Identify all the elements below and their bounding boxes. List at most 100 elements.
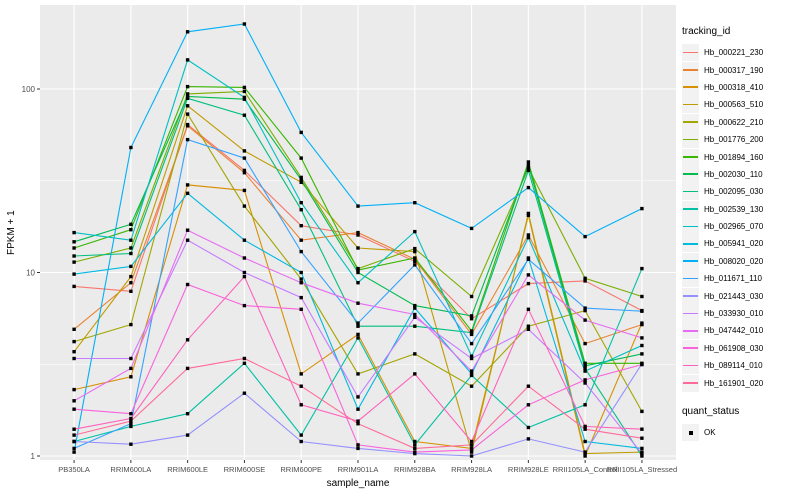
legend-title-tracking-id: tracking_id xyxy=(682,26,731,37)
data-point xyxy=(72,433,76,437)
data-point xyxy=(526,257,531,261)
data-point xyxy=(640,206,644,211)
data-point xyxy=(129,145,133,150)
legend-line-icon xyxy=(683,156,698,158)
legend-item-Hb_000317_190: Hb_000317_190 xyxy=(682,61,798,79)
legend-key-swatch xyxy=(682,131,699,149)
legend-item-Hb_161901_020: Hb_161901_020 xyxy=(682,374,798,392)
legend-key-swatch xyxy=(682,165,699,183)
data-point xyxy=(640,352,644,356)
legend-key-swatch xyxy=(682,305,699,323)
data-point xyxy=(72,439,76,444)
legend-key-swatch xyxy=(682,96,699,114)
data-point xyxy=(129,222,133,226)
data-point xyxy=(242,204,247,208)
legend-item-Hb_002095_030: Hb_002095_030 xyxy=(682,183,798,201)
legend-label: OK xyxy=(704,428,716,437)
x-tick-label: RRII105LA_Control xyxy=(553,465,618,474)
y-tick-label: 1 xyxy=(31,452,36,461)
data-point xyxy=(583,427,587,431)
legend-line-icon xyxy=(683,312,698,315)
legend-line-icon xyxy=(683,86,698,89)
data-point xyxy=(129,422,133,426)
data-point xyxy=(583,279,587,283)
data-point xyxy=(72,284,76,289)
legend-item-Hb_011671_110: Hb_011671_110 xyxy=(682,270,798,288)
data-point xyxy=(356,204,360,208)
data-point xyxy=(72,254,76,258)
data-point xyxy=(185,183,190,187)
legend-line-icon xyxy=(683,329,698,332)
data-point xyxy=(526,281,531,286)
data-point xyxy=(299,270,303,275)
legend-label: Hb_002965_070 xyxy=(704,222,764,232)
legend-label: Hb_000221_230 xyxy=(704,48,764,58)
data-point xyxy=(526,273,531,277)
data-point xyxy=(72,260,76,264)
data-point xyxy=(185,84,190,89)
x-tick-label: RRIM928LE xyxy=(508,465,549,474)
data-point xyxy=(526,166,531,170)
legend-label: Hb_000622_210 xyxy=(704,117,764,127)
legend-line-icon xyxy=(683,260,698,262)
data-point xyxy=(413,324,417,328)
data-point xyxy=(129,289,133,293)
data-point xyxy=(469,369,474,373)
data-point xyxy=(185,112,190,116)
data-point xyxy=(413,446,417,451)
data-point xyxy=(185,412,190,416)
data-point xyxy=(129,356,133,361)
legend-label: Hb_000563_510 xyxy=(704,100,764,110)
data-point xyxy=(356,324,360,328)
legend-key-swatch xyxy=(682,287,699,305)
data-point xyxy=(299,178,303,182)
data-point xyxy=(72,246,76,250)
data-point xyxy=(299,130,303,135)
data-point xyxy=(413,372,417,376)
y-axis-title: FPKM + 1 xyxy=(6,210,17,255)
data-point xyxy=(299,224,303,228)
data-point xyxy=(299,307,303,311)
data-point xyxy=(469,314,474,318)
data-point xyxy=(526,425,531,430)
data-point xyxy=(583,378,587,382)
data-point xyxy=(413,443,417,447)
data-point xyxy=(242,356,247,361)
data-point xyxy=(129,264,133,269)
data-point xyxy=(413,315,417,319)
data-point xyxy=(299,238,303,242)
data-point xyxy=(72,407,76,411)
data-point xyxy=(185,228,190,232)
legend-item-Hb_002965_070: Hb_002965_070 xyxy=(682,218,798,236)
data-point xyxy=(469,354,474,358)
data-point xyxy=(242,89,247,94)
data-point xyxy=(129,238,133,242)
data-point xyxy=(299,180,303,184)
legend-line-icon xyxy=(683,364,698,367)
data-point xyxy=(129,419,133,423)
data-point xyxy=(640,294,644,299)
data-point xyxy=(469,341,474,346)
legend-item-Hb_000622_210: Hb_000622_210 xyxy=(682,113,798,131)
legend-label: Hb_047442_010 xyxy=(704,326,764,336)
legend-item-Hb_008020_020: Hb_008020_020 xyxy=(682,252,798,270)
data-point xyxy=(526,233,531,237)
data-point xyxy=(72,230,76,235)
data-point xyxy=(356,270,360,275)
data-point xyxy=(583,424,587,429)
data-point xyxy=(185,366,190,371)
legend-label: Hb_000318_410 xyxy=(704,82,764,92)
data-point xyxy=(356,233,360,237)
data-point xyxy=(583,318,587,322)
data-point xyxy=(640,266,644,271)
data-point xyxy=(242,270,247,275)
data-point xyxy=(413,450,417,454)
legend-item-Hb_000563_510: Hb_000563_510 xyxy=(682,96,798,114)
data-point xyxy=(299,208,303,212)
legend-items-tracking-id: Hb_000221_230 Hb_000317_190 Hb_000318_410 H… xyxy=(682,44,798,392)
legend-item-Hb_002539_130: Hb_002539_130 xyxy=(682,200,798,218)
data-point xyxy=(242,171,247,175)
data-point xyxy=(356,443,360,447)
y-tick-label: 100 xyxy=(22,85,36,94)
data-point xyxy=(299,277,303,281)
